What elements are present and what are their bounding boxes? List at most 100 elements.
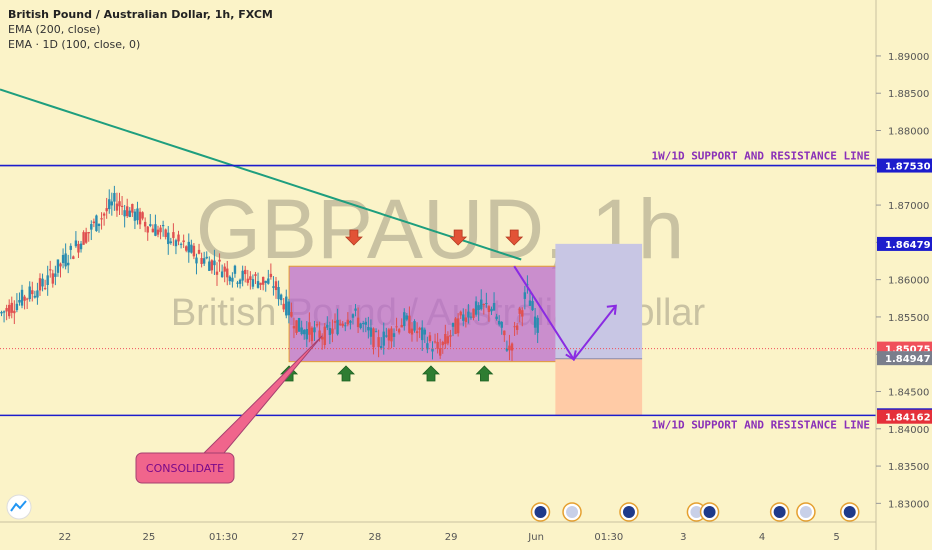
time-axis[interactable]: 22 25 01:30 27 28 29 Jun 01:30 3 4 5 (0, 521, 876, 543)
candle-body (372, 328, 375, 348)
candle-body (415, 331, 419, 334)
price-axis[interactable]: 1.890001.885001.880001.875001.870001.865… (875, 0, 932, 550)
candle-body (454, 318, 457, 334)
candle-body (192, 245, 196, 257)
candle-body (277, 287, 280, 300)
candle-body (159, 227, 162, 233)
candle-body (497, 320, 501, 325)
candle-body (474, 301, 478, 315)
candle-body (295, 320, 298, 333)
candle-body (308, 322, 311, 335)
projection-arrowhead (565, 350, 577, 362)
candle-body (397, 329, 401, 333)
candle-body (513, 326, 516, 328)
candle-body (177, 234, 180, 242)
candle-body (405, 315, 409, 320)
candle-body (269, 273, 273, 278)
candle-body (261, 276, 265, 285)
candle-body (138, 211, 142, 225)
x-tick-label: 4 (759, 532, 765, 543)
candle-body (533, 316, 537, 328)
candle-body (241, 270, 244, 281)
indicator-ema-200[interactable]: EMA (200, close) (8, 23, 101, 36)
x-tick-label: 3 (680, 532, 686, 543)
candle-body (387, 329, 391, 341)
candle-body (505, 348, 509, 351)
candle-body (344, 325, 347, 327)
candle-body (185, 246, 188, 251)
target-zone[interactable] (555, 243, 643, 359)
x-tick-label: 25 (143, 532, 156, 543)
candle-body (136, 208, 139, 221)
candle-body (226, 268, 229, 278)
candle-body (141, 212, 144, 219)
candle-body (90, 224, 93, 230)
candle-body (156, 229, 160, 235)
candle-body (195, 257, 198, 264)
candle-body (97, 223, 101, 227)
up-arrow-icon (475, 365, 494, 382)
candle-body (67, 262, 70, 266)
candle-body (5, 307, 8, 312)
candle-body (369, 327, 373, 337)
flag-fill (566, 506, 579, 518)
candle-body (403, 312, 406, 327)
candle-body (123, 210, 126, 217)
candle-body (518, 308, 521, 314)
candle-body (231, 277, 234, 282)
candle-body (190, 244, 193, 253)
candle-body (249, 276, 252, 280)
candle-body (477, 305, 480, 311)
price-label-box (877, 236, 932, 251)
candle-body (282, 303, 285, 310)
down-arrow-icon (344, 229, 363, 246)
candle-body (146, 226, 149, 233)
consolidate-callout[interactable] (135, 452, 235, 484)
candle-body (346, 319, 350, 325)
candle-body (218, 259, 221, 262)
y-tick-label: 1.85500 (888, 313, 929, 324)
candle-body (303, 330, 306, 335)
candle-body (287, 301, 291, 316)
price-label: 1.86479 (885, 240, 931, 251)
candle-body (149, 224, 152, 226)
candle-body (328, 327, 332, 335)
candle-body (290, 311, 293, 317)
candle-body (251, 279, 255, 287)
candle-body (356, 317, 360, 328)
candle-body (326, 324, 329, 328)
candle-body (208, 261, 211, 271)
candle-body (79, 243, 83, 250)
candle-body (359, 323, 362, 329)
candle-body (349, 321, 352, 323)
candle-body (536, 317, 539, 333)
candle-body (228, 276, 232, 282)
candle-body (485, 303, 488, 305)
candle-body (246, 278, 249, 283)
down-arrow-icon (449, 229, 468, 246)
candle-body (410, 328, 414, 335)
sr-line-label: 1W/1D SUPPORT AND RESISTANCE LINE (651, 150, 870, 163)
price-label-box (877, 158, 932, 173)
candle-body (433, 341, 437, 343)
flag-fill (799, 506, 812, 518)
indicator-ema-1d[interactable]: EMA · 1D (100, close, 0) (8, 38, 141, 51)
stop-zone[interactable] (555, 358, 643, 416)
y-tick-label: 1.88000 (888, 127, 929, 138)
x-tick-label: Jun (527, 532, 544, 543)
ema-200-line[interactable] (0, 88, 522, 261)
candle-body (313, 327, 316, 333)
candle-body (400, 324, 403, 328)
candle-body (126, 206, 129, 217)
candle-body (300, 327, 303, 335)
candle-body (351, 314, 355, 318)
candle-body (49, 269, 52, 271)
candle-body (187, 241, 190, 253)
candle-body (395, 326, 398, 328)
candle-body (244, 269, 247, 275)
candle-body (510, 343, 514, 351)
candle-body (408, 315, 411, 333)
candle-body (292, 326, 296, 329)
event-markers (6, 494, 860, 522)
